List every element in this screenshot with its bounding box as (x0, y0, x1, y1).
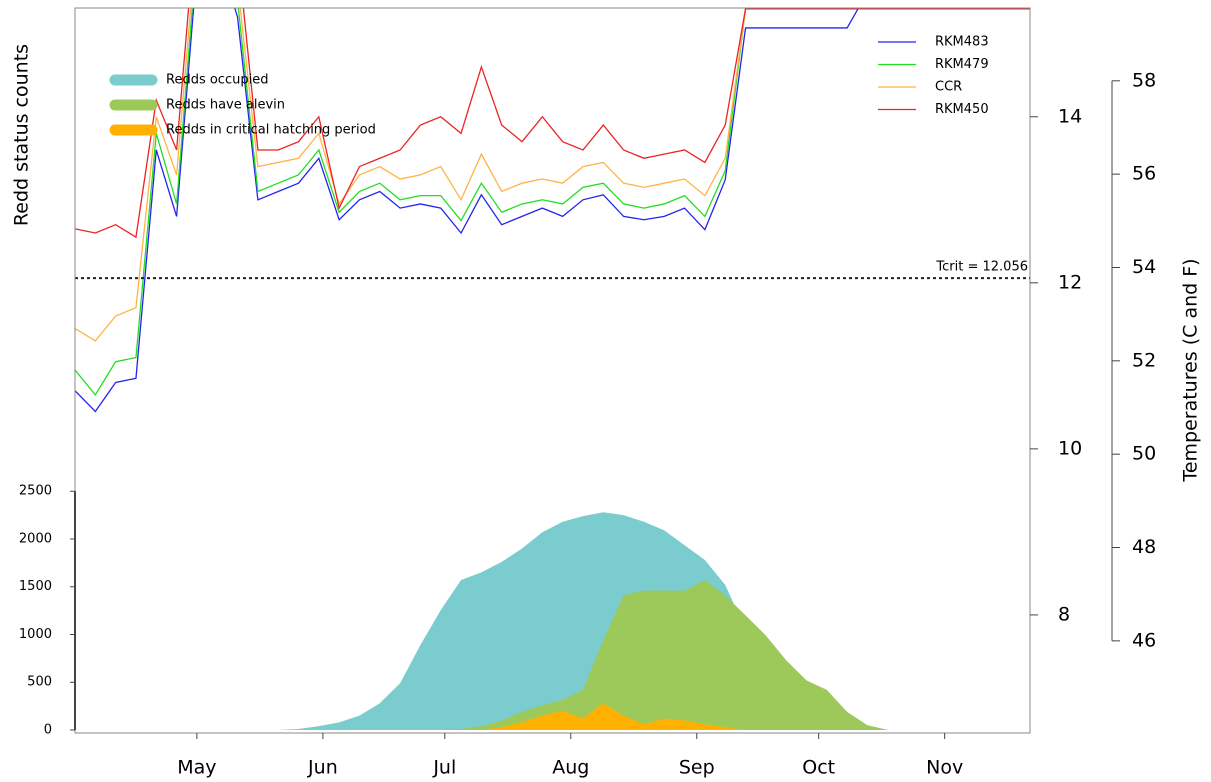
legend-label: Redds have alevin (166, 98, 285, 113)
y2-tick-label: 8 (1058, 603, 1070, 625)
y2-tick-label: 10 (1058, 437, 1082, 459)
x-tick-label: May (177, 757, 216, 779)
x-tick-label: Oct (802, 757, 835, 779)
y-tick-label: 2500 (19, 484, 52, 499)
x-tick-label: Aug (552, 757, 589, 779)
area (75, 703, 1030, 730)
x-tick-label: Nov (926, 757, 963, 779)
y-tick-label: 1000 (19, 627, 52, 642)
legend-label: Redds in critical hatching period (166, 123, 376, 138)
x-tick-label: Sep (679, 757, 715, 779)
y3-tick-label: 58 (1132, 69, 1156, 91)
legend-label: CCR (935, 80, 962, 95)
legend-label: RKM479 (935, 57, 989, 72)
line (75, 8, 860, 413)
threshold-label: Tcrit = 12.056 (935, 260, 1028, 275)
y3-tick-label: 46 (1132, 629, 1156, 651)
y2-tick-label: 12 (1058, 271, 1082, 293)
line (75, 8, 1030, 397)
line (75, 8, 1030, 342)
area (75, 512, 1030, 730)
y-tick-label: 500 (27, 675, 52, 690)
plot-layer (75, 8, 1030, 730)
legend-label: Redds occupied (166, 73, 268, 88)
y3-tick-label: 54 (1132, 256, 1156, 278)
y2-axis-title: Temperatures (C and F) (1180, 258, 1202, 482)
line (75, 8, 1030, 239)
y3-tick-label: 50 (1132, 443, 1156, 465)
y-tick-label: 2000 (19, 531, 52, 546)
y-tick-label: 1500 (19, 579, 52, 594)
y2-tick-label: 14 (1058, 105, 1082, 127)
y3-tick-label: 52 (1132, 349, 1156, 371)
area (75, 580, 1030, 730)
y-tick-label: 0 (44, 723, 52, 738)
y3-tick-label: 48 (1132, 536, 1156, 558)
y3-tick-label: 56 (1132, 163, 1156, 185)
legend-label: RKM450 (935, 102, 989, 117)
plot-frame (74, 7, 1031, 734)
legend-label: RKM483 (935, 35, 989, 50)
x-tick-label: Jun (307, 757, 338, 779)
plot-area (75, 8, 1030, 730)
y-axis-title: Redd status counts (11, 44, 33, 226)
x-tick-label: Jul (432, 757, 456, 779)
